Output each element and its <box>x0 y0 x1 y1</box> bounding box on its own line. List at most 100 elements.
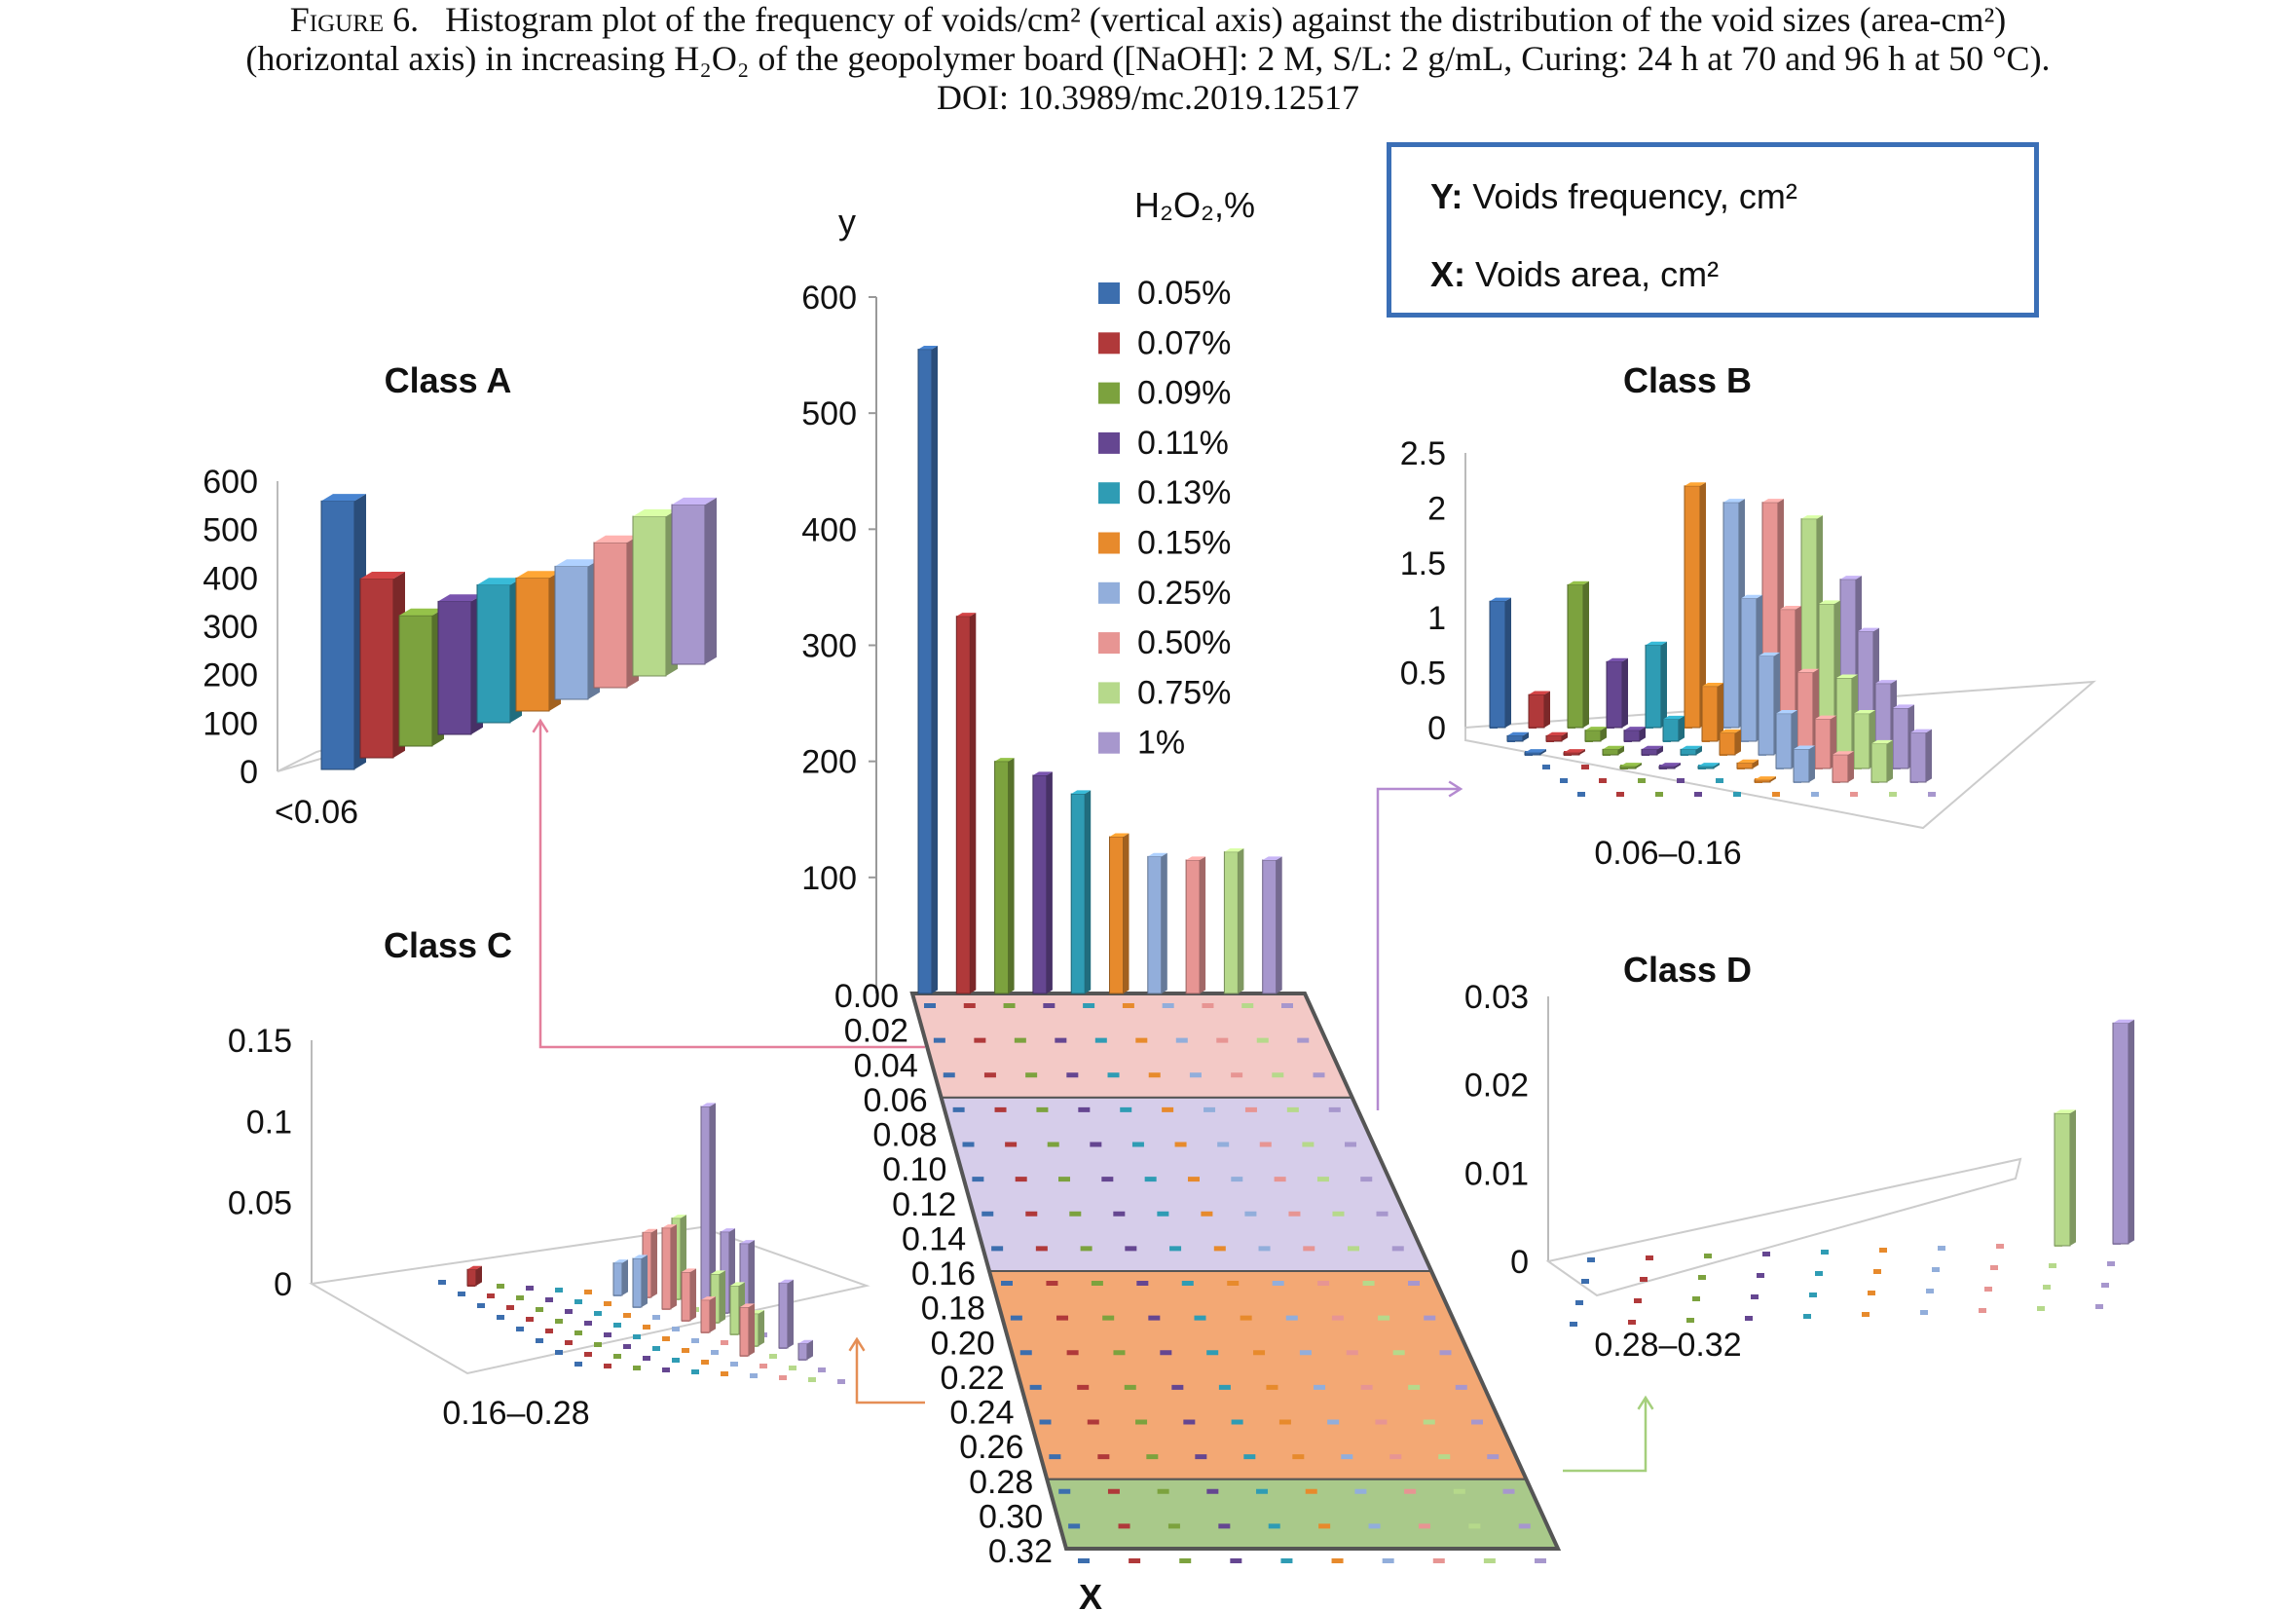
class-a-bar-0.11% <box>437 594 483 735</box>
class-d-grid-dash <box>1990 1265 1998 1270</box>
floor-dash-marker <box>1107 1488 1120 1494</box>
floor-dash-marker <box>1080 1246 1092 1252</box>
class-c-bar-side <box>690 1268 696 1321</box>
class-c-bar-side <box>749 1240 755 1325</box>
floor-dash-marker <box>1029 1384 1042 1390</box>
floor-dash-marker <box>1162 1106 1174 1112</box>
main-y-axis-label: y <box>838 202 856 242</box>
floor-dash-marker <box>1518 1523 1531 1529</box>
class-b-bar-top <box>1681 745 1702 750</box>
class-c-bar-side <box>710 1103 716 1301</box>
class-b-bar-top <box>1546 731 1568 736</box>
main-y-tick-label: 100 <box>801 860 857 897</box>
class-b-bar-side <box>1714 763 1720 768</box>
class-c-grid-dash <box>506 1305 514 1310</box>
class-d-grid-dash <box>1815 1271 1823 1276</box>
class-c-grid-dash <box>565 1309 573 1314</box>
class-b-bar-top <box>1620 763 1642 767</box>
class-c-bar-side <box>807 1339 813 1360</box>
class-c-grid-dash <box>545 1329 553 1333</box>
floor-dash-marker <box>1483 1558 1496 1563</box>
class-d-grid-dash <box>1979 1308 1986 1313</box>
main-bar-0.09%-top <box>994 758 1015 762</box>
class-b-grid-dash <box>1577 792 1585 797</box>
class-d-y-tick-label: 0.03 <box>1464 979 1529 1016</box>
class-d-grid-dash <box>1704 1254 1712 1258</box>
class-c-bar-top <box>701 1103 716 1106</box>
floor-dash-marker <box>1286 1106 1299 1112</box>
legend-swatch-0.11% <box>1098 431 1120 454</box>
class-b-bar-top <box>1741 594 1762 599</box>
class-c-bar-top <box>701 1296 716 1300</box>
class-d-grid-dash <box>1640 1277 1648 1282</box>
main-bar-0.07%-side <box>970 613 977 993</box>
class-b-bar-top <box>1685 482 1706 486</box>
floor-dash-marker <box>1077 1384 1090 1390</box>
class-d-grid-dash <box>1809 1293 1817 1297</box>
class-b-bar-front <box>1680 748 1697 756</box>
class-b-bar-front <box>1740 597 1758 742</box>
class-d-grid-dash <box>1698 1275 1706 1280</box>
floor-dash-marker <box>1376 1211 1389 1217</box>
class-b-bar-top <box>1833 751 1854 755</box>
class-c-bar-side <box>642 1255 648 1307</box>
class-b-bar-top <box>1854 710 1875 714</box>
floor-dash-marker <box>924 1003 936 1008</box>
class-b-grid-dash <box>1655 792 1663 797</box>
main-x-tick-label: 0.02 <box>844 1013 908 1050</box>
floor-dash-marker <box>1167 1523 1180 1529</box>
floor-dash-marker <box>1423 1419 1435 1425</box>
class-d-grid-dash <box>1745 1316 1753 1321</box>
legend-entry-label: 0.25% <box>1137 575 1231 612</box>
class-c-grid-dash <box>584 1290 592 1294</box>
floor-dash-marker <box>1439 1350 1452 1356</box>
class-c-bar-front <box>466 1268 477 1287</box>
class-b-grid-dash <box>1542 765 1550 769</box>
class-b-bar-top <box>1624 727 1646 731</box>
floor-dash-marker <box>1432 1558 1445 1563</box>
floor-dash-marker <box>1280 1558 1293 1563</box>
class-b-bar-side <box>1601 727 1607 741</box>
legend-entry-label: 0.75% <box>1137 674 1231 711</box>
main-bar-0.13%-top <box>1071 790 1092 795</box>
main-bar-1%-top <box>1262 856 1282 860</box>
class-b-bar <box>1545 731 1568 742</box>
class-b-bar <box>1909 729 1932 783</box>
class-b-bar-top <box>1840 576 1862 580</box>
class-b-bar <box>1567 581 1589 729</box>
floor-dash-marker <box>1206 1350 1219 1356</box>
class-c-grid-dash <box>536 1307 543 1312</box>
main-bar-0.25%-front <box>1147 855 1163 994</box>
class-c-bar-side <box>710 1296 716 1332</box>
main-bar-0.07% <box>955 613 977 994</box>
class-a-y-tick-label: 600 <box>203 464 258 501</box>
class-d-title: Class D <box>1623 950 1752 990</box>
class-b-bar-top <box>1529 691 1550 695</box>
class-c-y-tick-label: 0.05 <box>228 1185 292 1222</box>
class-c-grid-dash <box>652 1346 660 1351</box>
main-x-tick-label: 0.20 <box>931 1325 995 1362</box>
floor-dash-marker <box>1392 1350 1405 1356</box>
main-bar-0.09%-side <box>1008 758 1015 993</box>
legend-swatch-0.75% <box>1098 682 1120 704</box>
class-b-bar-top <box>1871 739 1893 744</box>
floor-dash-marker <box>1404 1488 1417 1494</box>
class-c-grid-dash <box>526 1317 534 1322</box>
class-c-y-tick-label: 0 <box>274 1266 292 1303</box>
floor-dash-marker <box>1453 1488 1465 1494</box>
floor-dash-marker <box>1107 1072 1120 1078</box>
class-a-bar-0.75%-front <box>632 515 667 677</box>
class-c-bar-side <box>749 1303 755 1356</box>
floor-dash-marker <box>1206 1488 1219 1494</box>
class-b-bar-top <box>1507 731 1529 736</box>
class-b-grid-dash <box>1581 765 1589 769</box>
class-b-bar-top <box>1893 704 1914 708</box>
class-c-bar-front <box>612 1262 623 1296</box>
class-d-grid-dash <box>1938 1246 1945 1251</box>
class-c-bar-top <box>740 1303 755 1307</box>
class-b-y-tick-label: 2.5 <box>1400 435 1446 472</box>
class-c-bar-side <box>622 1259 628 1295</box>
class-c-grid-dash <box>672 1327 680 1331</box>
class-b-bar-front <box>1567 583 1584 729</box>
class-c-bar-top <box>672 1215 686 1218</box>
